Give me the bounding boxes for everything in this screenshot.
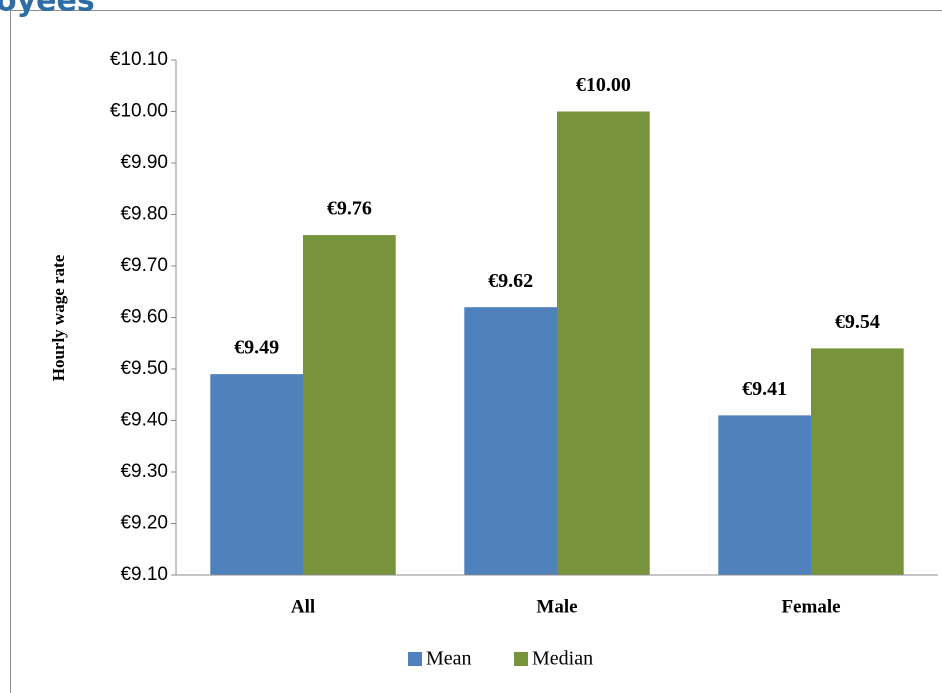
legend-swatch — [514, 652, 528, 666]
y-axis-title: Hourly wage rate — [49, 254, 68, 381]
bar — [557, 111, 650, 575]
value-label: €9.49 — [234, 337, 279, 359]
bar — [811, 348, 904, 575]
x-tick-label: Male — [536, 596, 577, 617]
x-tick-label: Female — [781, 596, 840, 617]
y-tick-label: €9.80 — [120, 204, 168, 225]
value-label: €9.54 — [835, 311, 880, 333]
y-tick-label: €9.30 — [120, 461, 168, 482]
value-label: €9.76 — [327, 198, 372, 220]
y-tick-label: €9.50 — [120, 358, 168, 379]
bar — [303, 235, 396, 575]
y-tick-label: €10.10 — [110, 49, 168, 70]
x-tick-label: All — [291, 596, 315, 617]
legend-swatch — [408, 652, 422, 666]
legend-label: Mean — [426, 648, 472, 670]
value-label: €9.62 — [488, 270, 533, 292]
value-label: €9.41 — [742, 378, 787, 400]
y-tick-label: €9.10 — [120, 564, 168, 585]
y-tick-label: €9.90 — [120, 152, 168, 173]
bar — [464, 307, 557, 575]
y-tick-label: €10.00 — [110, 101, 168, 122]
bar — [210, 374, 303, 575]
y-tick-label: €9.40 — [120, 410, 168, 431]
y-tick-label: €9.20 — [120, 513, 168, 534]
page-heading: oyees — [0, 0, 95, 19]
value-label: €10.00 — [576, 74, 631, 96]
y-tick-label: €9.60 — [120, 307, 168, 328]
y-tick-label: €9.70 — [120, 255, 168, 276]
legend-label: Median — [532, 648, 593, 670]
bar — [718, 415, 811, 575]
